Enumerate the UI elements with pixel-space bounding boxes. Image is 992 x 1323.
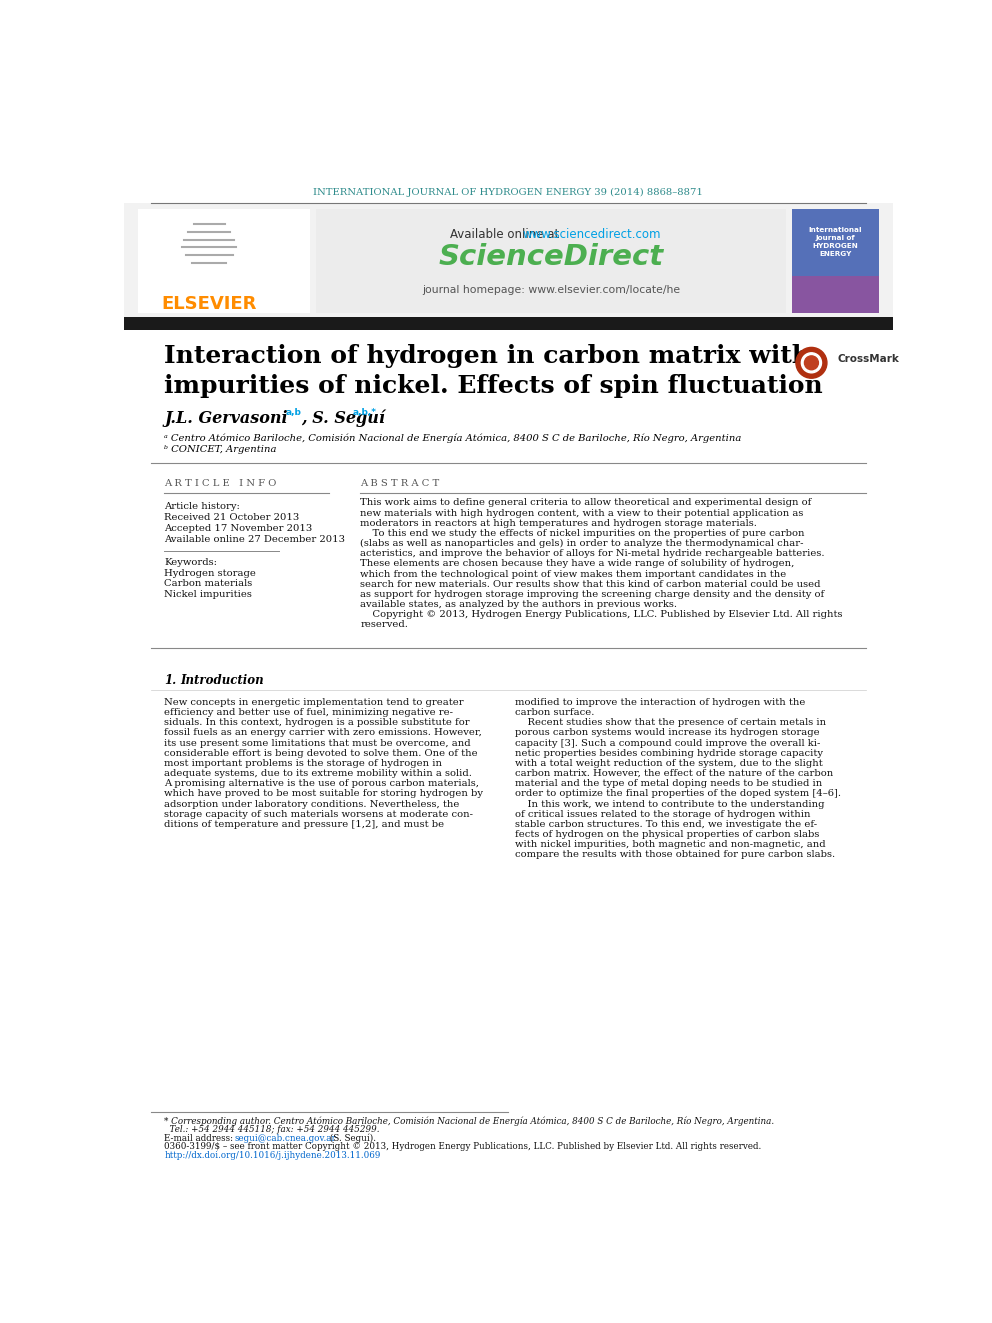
Text: A B S T R A C T: A B S T R A C T — [360, 479, 439, 488]
Text: acteristics, and improve the behavior of alloys for Ni-metal hydride rechargeabl: acteristics, and improve the behavior of… — [360, 549, 825, 558]
Text: A promising alternative is the use of porous carbon materials,: A promising alternative is the use of po… — [165, 779, 479, 789]
Text: efficiency and better use of fuel, minimizing negative re-: efficiency and better use of fuel, minim… — [165, 708, 453, 717]
Text: of critical issues related to the storage of hydrogen within: of critical issues related to the storag… — [516, 810, 810, 819]
Text: Carbon materials: Carbon materials — [165, 579, 253, 589]
Text: In this work, we intend to contribute to the understanding: In this work, we intend to contribute to… — [516, 799, 825, 808]
Text: modified to improve the interaction of hydrogen with the: modified to improve the interaction of h… — [516, 697, 806, 706]
Bar — [124, 202, 893, 319]
Text: CrossMark: CrossMark — [837, 355, 899, 364]
Circle shape — [796, 348, 827, 378]
Text: Accepted 17 November 2013: Accepted 17 November 2013 — [165, 524, 312, 533]
Text: * Corresponding author. Centro Atómico Bariloche, Comisión Nacional de Energía A: * Corresponding author. Centro Atómico B… — [165, 1117, 775, 1126]
Text: siduals. In this context, hydrogen is a possible substitute for: siduals. In this context, hydrogen is a … — [165, 718, 470, 728]
Text: These elements are chosen because they have a wide range of solubility of hydrog: These elements are chosen because they h… — [360, 560, 795, 569]
Text: INTERNATIONAL JOURNAL OF HYDROGEN ENERGY 39 (2014) 8868–8871: INTERNATIONAL JOURNAL OF HYDROGEN ENERGY… — [313, 188, 703, 197]
Text: available states, as analyzed by the authors in previous works.: available states, as analyzed by the aut… — [360, 601, 678, 609]
Text: reserved.: reserved. — [360, 620, 409, 630]
Text: Received 21 October 2013: Received 21 October 2013 — [165, 513, 300, 523]
Text: carbon matrix. However, the effect of the nature of the carbon: carbon matrix. However, the effect of th… — [516, 769, 833, 778]
Text: search for new materials. Our results show that this kind of carbon material cou: search for new materials. Our results sh… — [360, 579, 820, 589]
Text: material and the type of metal doping needs to be studied in: material and the type of metal doping ne… — [516, 779, 822, 789]
Text: Nickel impurities: Nickel impurities — [165, 590, 252, 599]
Text: as support for hydrogen storage improving the screening charge density and the d: as support for hydrogen storage improvin… — [360, 590, 824, 599]
Text: Keywords:: Keywords: — [165, 558, 217, 566]
Text: journal homepage: www.elsevier.com/locate/he: journal homepage: www.elsevier.com/locat… — [422, 284, 681, 295]
Text: moderators in reactors at high temperatures and hydrogen storage materials.: moderators in reactors at high temperatu… — [360, 519, 757, 528]
Text: http://dx.doi.org/10.1016/j.ijhydene.2013.11.069: http://dx.doi.org/10.1016/j.ijhydene.201… — [165, 1151, 381, 1160]
Text: Introduction: Introduction — [180, 675, 264, 688]
Text: Article history:: Article history: — [165, 501, 240, 511]
Text: fects of hydrogen on the physical properties of carbon slabs: fects of hydrogen on the physical proper… — [516, 830, 819, 839]
Text: segui@cab.cnea.gov.ar: segui@cab.cnea.gov.ar — [234, 1134, 336, 1143]
Text: Available online 27 December 2013: Available online 27 December 2013 — [165, 534, 345, 544]
Bar — [792, 275, 879, 312]
Text: , S. Seguí: , S. Seguí — [301, 410, 385, 427]
Text: This work aims to define general criteria to allow theoretical and experimental : This work aims to define general criteri… — [360, 499, 811, 508]
Text: capacity [3]. Such a compound could improve the overall ki-: capacity [3]. Such a compound could impr… — [516, 738, 820, 747]
Text: (slabs as well as nanoparticles and gels) in order to analyze the thermodynamica: (slabs as well as nanoparticles and gels… — [360, 538, 804, 548]
Text: order to optimize the final properties of the doped system [4–6].: order to optimize the final properties o… — [516, 790, 841, 798]
Text: compare the results with those obtained for pure carbon slabs.: compare the results with those obtained … — [516, 851, 835, 860]
Text: New concepts in energetic implementation tend to greater: New concepts in energetic implementation… — [165, 697, 464, 706]
Text: with nickel impurities, both magnetic and non-magnetic, and: with nickel impurities, both magnetic an… — [516, 840, 826, 849]
Text: To this end we study the effects of nickel impurities on the properties of pure : To this end we study the effects of nick… — [360, 529, 805, 538]
Text: a,b: a,b — [286, 409, 302, 417]
Text: adequate systems, due to its extreme mobility within a solid.: adequate systems, due to its extreme mob… — [165, 769, 472, 778]
Text: impurities of nickel. Effects of spin fluctuation: impurities of nickel. Effects of spin fl… — [165, 374, 823, 398]
Text: Copyright © 2013, Hydrogen Energy Publications, LLC. Published by Elsevier Ltd. : Copyright © 2013, Hydrogen Energy Public… — [360, 610, 843, 619]
Text: most important problems is the storage of hydrogen in: most important problems is the storage o… — [165, 759, 442, 767]
Text: (S. Seguí).: (S. Seguí). — [327, 1134, 376, 1143]
Text: carbon surface.: carbon surface. — [516, 708, 595, 717]
Bar — [138, 209, 310, 312]
Bar — [316, 209, 786, 312]
Circle shape — [805, 356, 818, 369]
Text: a,b,*: a,b,* — [352, 409, 377, 417]
Text: ᵇ CONICET, Argentina: ᵇ CONICET, Argentina — [165, 446, 277, 454]
Text: storage capacity of such materials worsens at moderate con-: storage capacity of such materials worse… — [165, 810, 473, 819]
Text: netic properties besides combining hydride storage capacity: netic properties besides combining hydri… — [516, 749, 823, 758]
Text: Tel.: +54 2944 445118; fax: +54 2944 445299.: Tel.: +54 2944 445118; fax: +54 2944 445… — [165, 1126, 380, 1134]
Text: ScienceDirect: ScienceDirect — [438, 243, 664, 271]
Text: considerable effort is being devoted to solve them. One of the: considerable effort is being devoted to … — [165, 749, 478, 758]
Text: 0360-3199/$ – see front matter Copyright © 2013, Hydrogen Energy Publications, L: 0360-3199/$ – see front matter Copyright… — [165, 1142, 762, 1151]
Text: new materials with high hydrogen content, with a view to their potential applica: new materials with high hydrogen content… — [360, 508, 804, 517]
Text: with a total weight reduction of the system, due to the slight: with a total weight reduction of the sys… — [516, 759, 823, 767]
Text: which have proved to be most suitable for storing hydrogen by: which have proved to be most suitable fo… — [165, 790, 483, 798]
Text: fossil fuels as an energy carrier with zero emissions. However,: fossil fuels as an energy carrier with z… — [165, 729, 482, 737]
Circle shape — [802, 353, 821, 373]
Bar — [124, 318, 893, 329]
Text: ELSEVIER: ELSEVIER — [162, 295, 257, 312]
Text: International
Journal of
HYDROGEN
ENERGY: International Journal of HYDROGEN ENERGY — [808, 228, 862, 257]
Text: A R T I C L E   I N F O: A R T I C L E I N F O — [165, 479, 277, 488]
Text: ᵃ Centro Atómico Bariloche, Comisión Nacional de Energía Atómica, 8400 S C de Ba: ᵃ Centro Atómico Bariloche, Comisión Nac… — [165, 434, 742, 443]
Bar — [792, 209, 879, 312]
Text: stable carbon structures. To this end, we investigate the ef-: stable carbon structures. To this end, w… — [516, 820, 817, 828]
Text: www.sciencedirect.com: www.sciencedirect.com — [523, 228, 661, 241]
Text: Interaction of hydrogen in carbon matrix with: Interaction of hydrogen in carbon matrix… — [165, 344, 810, 368]
Text: which from the technological point of view makes them important candidates in th: which from the technological point of vi… — [360, 570, 787, 578]
Text: adsorption under laboratory conditions. Nevertheless, the: adsorption under laboratory conditions. … — [165, 799, 459, 808]
Text: Available online at: Available online at — [449, 228, 562, 241]
Text: Hydrogen storage: Hydrogen storage — [165, 569, 256, 578]
Text: E-mail address:: E-mail address: — [165, 1134, 236, 1143]
Text: ditions of temperature and pressure [1,2], and must be: ditions of temperature and pressure [1,2… — [165, 820, 444, 828]
Text: porous carbon systems would increase its hydrogen storage: porous carbon systems would increase its… — [516, 729, 820, 737]
Text: its use present some limitations that must be overcome, and: its use present some limitations that mu… — [165, 738, 471, 747]
Text: 1.: 1. — [165, 675, 177, 688]
Text: J.L. Gervasoni: J.L. Gervasoni — [165, 410, 288, 427]
Text: Recent studies show that the presence of certain metals in: Recent studies show that the presence of… — [516, 718, 826, 728]
